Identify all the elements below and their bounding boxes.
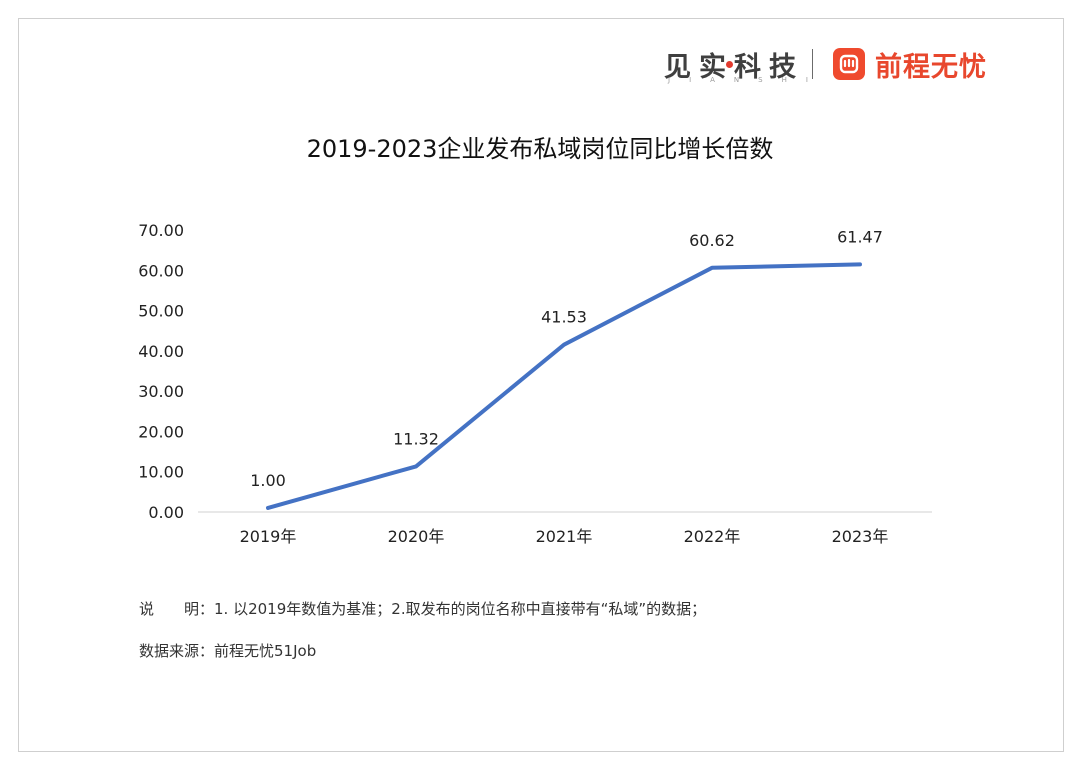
data-label: 11.32 xyxy=(393,429,439,448)
note-source-text: 前程无忧51Job xyxy=(214,642,317,660)
x-tick-label: 2019年 xyxy=(240,527,297,546)
y-tick-label: 30.00 xyxy=(138,382,184,401)
y-tick-label: 0.00 xyxy=(148,503,184,522)
brand-51job-text: 前程无忧 xyxy=(875,51,987,83)
y-axis: 0.00 10.00 20.00 30.00 40.00 50.00 60.00 70.00 xyxy=(138,221,184,522)
x-tick-label: 2021年 xyxy=(536,527,593,546)
x-tick-label: 2023年 xyxy=(832,527,889,546)
note-description-text: 1. 以2019年数值为基准；2.取发布的岗位名称中直接带有“私域”的数据； xyxy=(214,600,707,618)
y-tick-label: 40.00 xyxy=(138,342,184,361)
brand-divider xyxy=(812,49,813,79)
data-label: 61.47 xyxy=(837,227,883,246)
brand-dot-icon xyxy=(726,60,733,68)
x-tick-label: 2022年 xyxy=(684,527,741,546)
y-tick-label: 50.00 xyxy=(138,302,184,321)
x-tick-label: 2020年 xyxy=(388,527,445,546)
data-label: 60.62 xyxy=(689,231,735,250)
note-description: 说 明：1. 以2019年数值为基准；2.取发布的岗位名称中直接带有“私域”的数… xyxy=(139,598,706,619)
data-label: 1.00 xyxy=(250,471,286,490)
51job-logo-icon xyxy=(833,48,865,80)
y-tick-label: 70.00 xyxy=(138,221,184,240)
chart-title: 2019-2023企业发布私域岗位同比增长倍数 xyxy=(306,135,774,163)
hand-icon xyxy=(839,54,859,74)
brand-header: 见实科技 JIANSHI 前程无忧 xyxy=(664,44,987,84)
note-source-label: 数据来源： xyxy=(139,642,215,660)
chart-frame xyxy=(18,18,1064,752)
note-source: 数据来源：前程无忧51Job xyxy=(139,640,316,661)
y-tick-label: 10.00 xyxy=(138,463,184,482)
data-label: 41.53 xyxy=(541,308,587,327)
x-axis: 2019年 2020年 2021年 2022年 2023年 xyxy=(240,527,889,546)
brand-jianshi-logo: 见实科技 JIANSHI xyxy=(664,45,808,84)
brand-jianshi-subtext: JIANSHI xyxy=(668,75,827,84)
data-labels: 1.00 11.32 41.53 60.62 61.47 xyxy=(250,227,883,490)
y-tick-label: 60.00 xyxy=(138,261,184,280)
note-description-label: 说 明： xyxy=(139,600,215,618)
y-tick-label: 20.00 xyxy=(138,422,184,441)
series-line xyxy=(266,262,862,510)
